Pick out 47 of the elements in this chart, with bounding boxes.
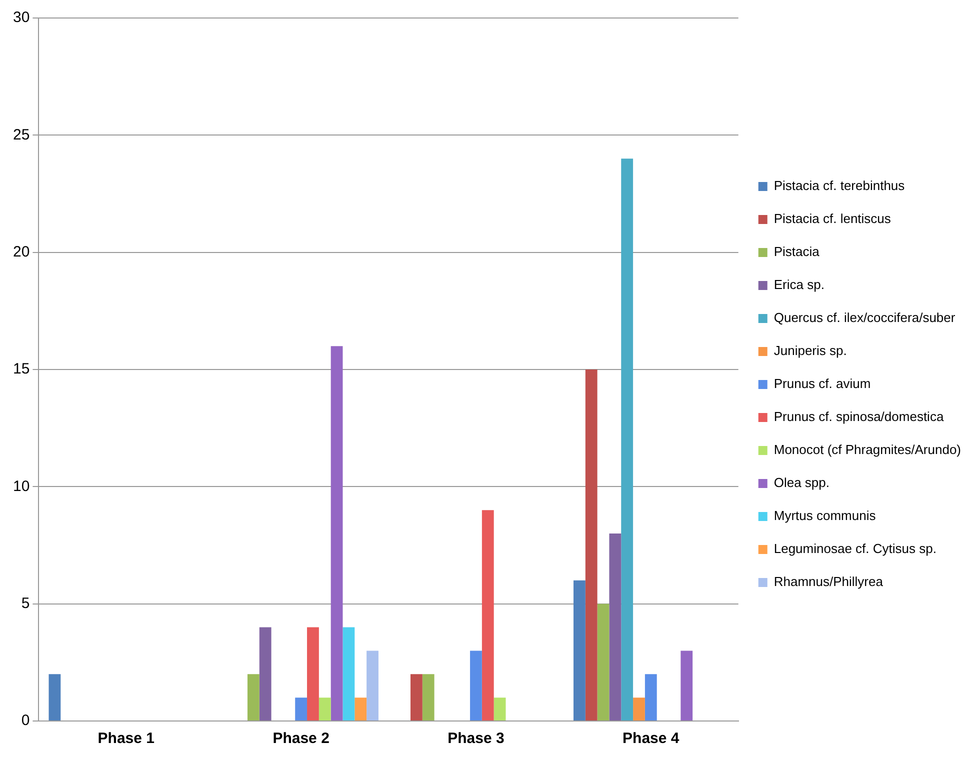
bar bbox=[680, 650, 693, 720]
bar bbox=[342, 627, 355, 720]
bar bbox=[354, 698, 367, 720]
bar bbox=[366, 650, 378, 720]
legend-label: Pistacia bbox=[774, 244, 820, 260]
bar bbox=[330, 346, 343, 720]
legend-label: Rhamnus/Phillyrea bbox=[774, 574, 884, 590]
bar bbox=[422, 674, 434, 720]
y-tick-label: 20 bbox=[12, 243, 30, 260]
y-tick-label: 15 bbox=[12, 360, 30, 378]
bar bbox=[633, 698, 645, 720]
bar bbox=[644, 674, 657, 720]
bar bbox=[259, 627, 272, 720]
x-tick-label: Phase 3 bbox=[448, 730, 504, 748]
x-tick-label: Phase 4 bbox=[622, 730, 680, 748]
bar bbox=[470, 650, 482, 720]
y-tick-label: 5 bbox=[21, 594, 30, 612]
y-tick-label: 30 bbox=[12, 9, 30, 26]
y-tick-label: 25 bbox=[12, 126, 30, 144]
legend-label: Prunus cf. avium bbox=[774, 376, 871, 392]
bar bbox=[482, 510, 494, 720]
bar bbox=[597, 604, 610, 720]
legend-label: Prunus cf. spinosa/domestica bbox=[774, 409, 944, 424]
x-tick-label: Phase 1 bbox=[98, 730, 155, 748]
bar bbox=[574, 580, 586, 720]
legend-label: Juniperis sp. bbox=[774, 343, 847, 358]
legend-label: Leguminosae cf. Cytisus sp. bbox=[774, 541, 936, 556]
legend-label: Myrtus communis bbox=[774, 508, 876, 524]
bar bbox=[307, 627, 319, 720]
legend-label: Olea spp. bbox=[774, 475, 830, 490]
bar bbox=[247, 674, 260, 720]
legend-label: Pistacia cf. lentiscus bbox=[774, 211, 892, 226]
legend-label: Pistacia cf. terebinthus bbox=[774, 178, 906, 194]
bar bbox=[410, 674, 422, 720]
legend-label: Monocot (cf Phragmites/Arundo) bbox=[774, 442, 962, 458]
bar bbox=[609, 534, 622, 720]
y-tick-label: 10 bbox=[12, 478, 30, 495]
bar bbox=[585, 370, 598, 720]
bar bbox=[295, 698, 308, 720]
bar bbox=[318, 698, 331, 720]
x-tick-label: Phase 2 bbox=[272, 730, 330, 748]
legend-label: Quercus cf. ilex/coccifera/suber bbox=[774, 310, 956, 326]
legend-label: Erica sp. bbox=[774, 277, 824, 292]
bar bbox=[48, 674, 61, 720]
bar bbox=[621, 158, 634, 720]
bar bbox=[494, 698, 506, 720]
y-tick-label: 0 bbox=[21, 712, 30, 730]
